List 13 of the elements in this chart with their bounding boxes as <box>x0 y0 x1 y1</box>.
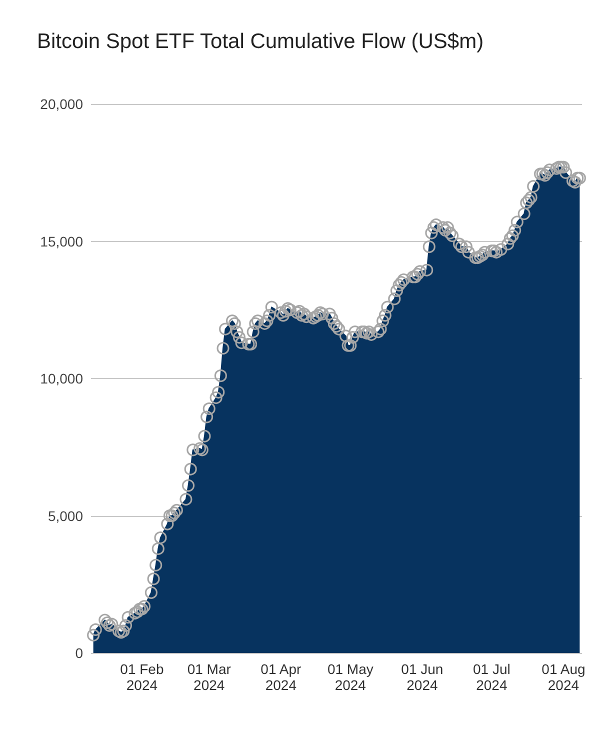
x-tick-label: 01 Jul 2024 <box>472 661 510 693</box>
y-tick-label: 10,000 <box>40 370 84 386</box>
y-tick-label: 15,000 <box>40 233 84 250</box>
chart-title: Bitcoin Spot ETF Total Cumulative Flow (US$m) <box>37 30 484 53</box>
x-tick-label: 01 Jun 2024 <box>401 661 444 693</box>
y-tick-label: 5,000 <box>48 508 84 524</box>
x-tick-label: 01 Mar 2024 <box>187 661 232 693</box>
y-tick-label: 0 <box>75 645 84 661</box>
x-tick-label: 01 Feb 2024 <box>120 661 164 693</box>
x-tick-label: 01 May 2024 <box>327 661 374 693</box>
x-tick-label: 01 Apr 2024 <box>260 661 302 693</box>
x-tick-label: 01 Aug 2024 <box>542 661 586 693</box>
y-tick-label: 20,000 <box>40 96 84 112</box>
